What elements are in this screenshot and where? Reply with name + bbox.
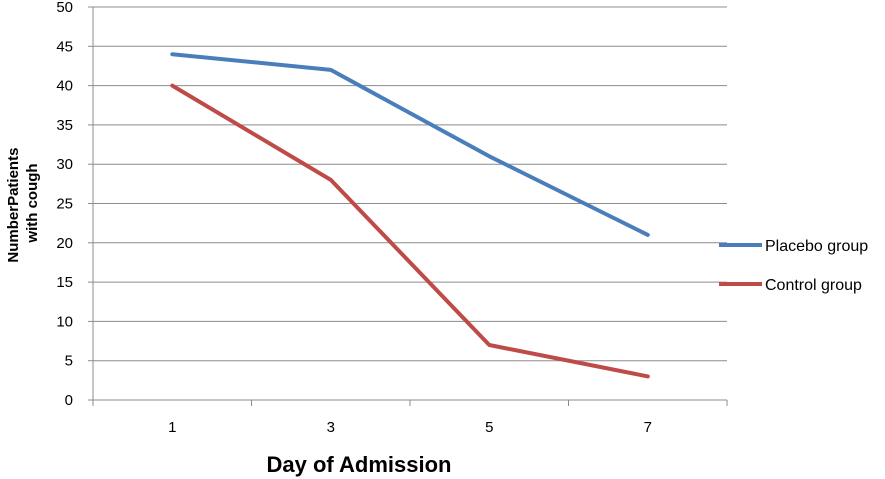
x-tick-label-5: 5 xyxy=(485,419,493,436)
x-tick-label-3: 3 xyxy=(327,419,335,436)
y-axis-title-line-1: NumberPatients xyxy=(5,148,22,263)
legend-label-placebo-group: Placebo group xyxy=(765,238,868,255)
y-axis-title-line-2: with cough xyxy=(24,163,41,243)
y-tick-label-45: 45 xyxy=(56,38,73,55)
x-tick-label-1: 1 xyxy=(168,419,176,436)
x-tick-label-7: 7 xyxy=(644,419,652,436)
y-tick-label-10: 10 xyxy=(56,313,73,330)
y-tick-label-25: 25 xyxy=(56,196,73,213)
series-line-control-group xyxy=(170,83,650,379)
y-tick-label-30: 30 xyxy=(56,156,73,173)
x-axis-title: Day of Admission xyxy=(267,452,452,477)
y-tick-labels: 0 5 10 15 20 25 30 35 40 45 50 xyxy=(56,0,73,409)
legend-label-control-group: Control group xyxy=(765,277,862,294)
axes xyxy=(88,6,728,406)
y-tick-label-40: 40 xyxy=(56,78,73,95)
series-line-placebo-group xyxy=(170,52,650,237)
y-tick-label-0: 0 xyxy=(65,392,73,409)
y-tick-label-35: 35 xyxy=(56,117,73,134)
gridlines xyxy=(93,6,727,362)
y-tick-label-15: 15 xyxy=(56,274,73,291)
x-tick-labels: 1 3 5 7 xyxy=(168,419,652,436)
y-tick-label-20: 20 xyxy=(56,235,73,252)
series-lines xyxy=(170,52,650,379)
y-axis-title: NumberPatients with cough xyxy=(5,143,41,262)
y-tick-label-50: 50 xyxy=(56,0,73,16)
legend: Placebo group Control group xyxy=(719,238,868,294)
y-tick-label-5: 5 xyxy=(65,353,73,370)
